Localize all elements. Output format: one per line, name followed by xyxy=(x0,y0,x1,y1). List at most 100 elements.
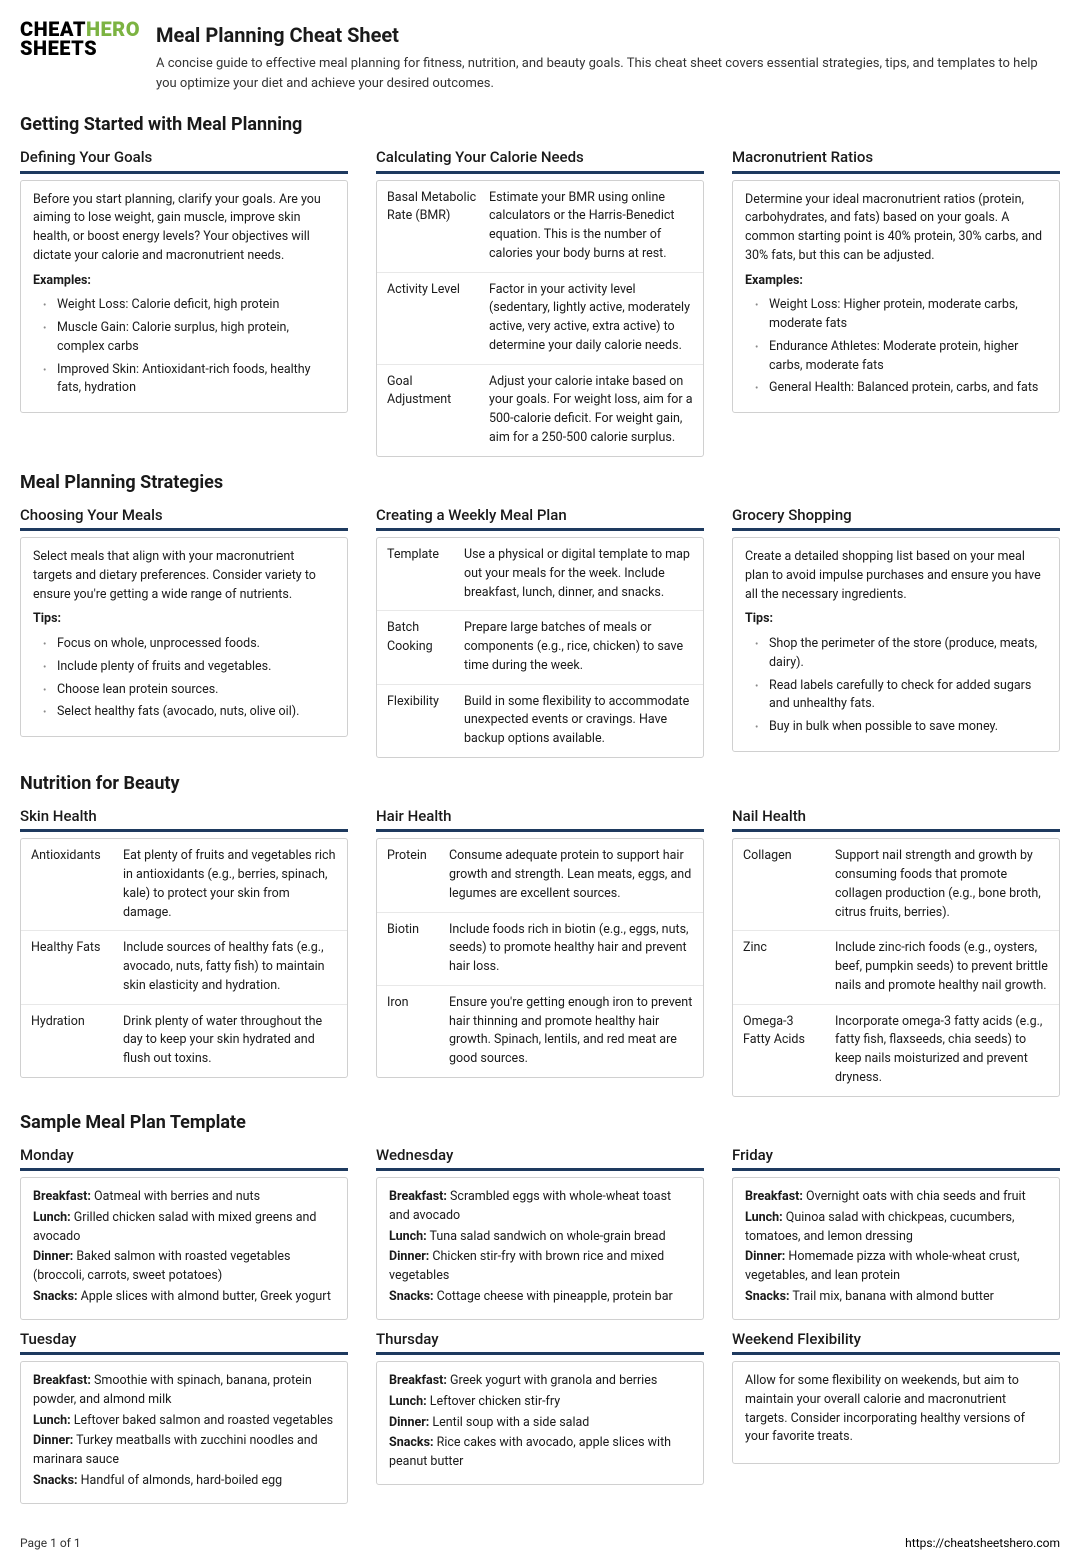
column: Thursday Breakfast: Greek yogurt with gr… xyxy=(376,1328,704,1504)
column: Wednesday Breakfast: Scrambled eggs with… xyxy=(376,1144,704,1320)
list-item: Muscle Gain: Calorie surplus, high prote… xyxy=(47,319,335,357)
card: Allow for some flexibility on weekends, … xyxy=(732,1361,1060,1464)
row-key: Protein xyxy=(387,847,437,903)
row-key: Goal Adjustment xyxy=(387,373,477,448)
section-columns: Monday Breakfast: Oatmeal with berries a… xyxy=(20,1144,1060,1320)
row-val: Adjust your calorie intake based on your… xyxy=(489,373,693,448)
column: Hair Health ProteinConsume adequate prot… xyxy=(376,805,704,1097)
section-columns: Choosing Your Meals Select meals that al… xyxy=(20,504,1060,758)
meal-line: Snacks: Trail mix, banana with almond bu… xyxy=(745,1288,1047,1307)
section-columns: Skin Health AntioxidantsEat plenty of fr… xyxy=(20,805,1060,1097)
table-row: IronEnsure you're getting enough iron to… xyxy=(377,986,703,1077)
column-title: Macronutrient Ratios xyxy=(732,146,1060,174)
column-title: Hair Health xyxy=(376,805,704,833)
column: Nail Health CollagenSupport nail strengt… xyxy=(732,805,1060,1097)
list-item: Weight Loss: Higher protein, moderate ca… xyxy=(759,296,1047,334)
row-val: Include zinc-rich foods (e.g., oysters, … xyxy=(835,939,1049,995)
meal-card: Breakfast: Oatmeal with berries and nuts… xyxy=(20,1177,348,1320)
meal-line: Lunch: Quinoa salad with chickpeas, cucu… xyxy=(745,1209,1047,1247)
list: Weight Loss: Calorie deficit, high prote… xyxy=(33,296,335,398)
row-key: Iron xyxy=(387,994,437,1069)
logo: CHEATHERO SHEETS xyxy=(20,20,140,93)
logo-sheets: SHEETS xyxy=(20,36,97,60)
column-title: Creating a Weekly Meal Plan xyxy=(376,504,704,532)
column: Calculating Your Calorie Needs Basal Met… xyxy=(376,146,704,457)
examples-label: Examples: xyxy=(33,273,91,288)
table-row: ProteinConsume adequate protein to suppo… xyxy=(377,839,703,912)
row-key: Flexibility xyxy=(387,693,452,749)
page-title: Meal Planning Cheat Sheet xyxy=(156,20,1060,50)
row-val: Drink plenty of water throughout the day… xyxy=(123,1013,337,1069)
table: Basal Metabolic Rate (BMR)Estimate your … xyxy=(376,180,704,457)
list-item: Buy in bulk when possible to save money. xyxy=(759,718,1047,737)
section-columns: Tuesday Breakfast: Smoothie with spinach… xyxy=(20,1328,1060,1504)
column-title: Grocery Shopping xyxy=(732,504,1060,532)
footer-link[interactable]: https://cheatsheetshero.com xyxy=(905,1534,1060,1552)
row-key: Omega-3 Fatty Acids xyxy=(743,1013,823,1088)
list-item: Select healthy fats (avocado, nuts, oliv… xyxy=(47,703,335,722)
meal-line: Lunch: Leftover baked salmon and roasted… xyxy=(33,1412,335,1431)
column-title: Defining Your Goals xyxy=(20,146,348,174)
card: Select meals that align with your macron… xyxy=(20,537,348,737)
list: Shop the perimeter of the store (produce… xyxy=(745,635,1047,737)
column: Grocery Shopping Create a detailed shopp… xyxy=(732,504,1060,758)
list: Focus on whole, unprocessed foods. Inclu… xyxy=(33,635,335,722)
page-header: CHEATHERO SHEETS Meal Planning Cheat She… xyxy=(20,20,1060,93)
row-key: Basal Metabolic Rate (BMR) xyxy=(387,189,477,264)
meal-card: Breakfast: Smoothie with spinach, banana… xyxy=(20,1361,348,1504)
column: Creating a Weekly Meal Plan TemplateUse … xyxy=(376,504,704,758)
table-row: AntioxidantsEat plenty of fruits and veg… xyxy=(21,839,347,931)
section-heading: Meal Planning Strategies xyxy=(20,469,1060,496)
row-val: Consume adequate protein to support hair… xyxy=(449,847,693,903)
row-val: Factor in your activity level (sedentary… xyxy=(489,281,693,356)
row-key: Batch Cooking xyxy=(387,619,452,675)
list-item: Choose lean protein sources. xyxy=(47,681,335,700)
row-val: Include foods rich in biotin (e.g., eggs… xyxy=(449,921,693,977)
list: Weight Loss: Higher protein, moderate ca… xyxy=(745,296,1047,398)
table: ProteinConsume adequate protein to suppo… xyxy=(376,838,704,1078)
card-text: Allow for some flexibility on weekends, … xyxy=(745,1372,1047,1447)
column-title: Wednesday xyxy=(376,1144,704,1172)
row-key: Hydration xyxy=(31,1013,111,1069)
column-title: Skin Health xyxy=(20,805,348,833)
meal-line: Dinner: Homemade pizza with whole-wheat … xyxy=(745,1248,1047,1286)
row-key: Antioxidants xyxy=(31,847,111,922)
table-row: Activity LevelFactor in your activity le… xyxy=(377,273,703,365)
section-heading: Getting Started with Meal Planning xyxy=(20,111,1060,138)
meal-line: Dinner: Chicken stir-fry with brown rice… xyxy=(389,1248,691,1286)
list-item: Shop the perimeter of the store (produce… xyxy=(759,635,1047,673)
tips-label: Tips: xyxy=(33,611,61,626)
header-content: Meal Planning Cheat Sheet A concise guid… xyxy=(156,20,1060,93)
column: Choosing Your Meals Select meals that al… xyxy=(20,504,348,758)
table: TemplateUse a physical or digital templa… xyxy=(376,537,704,758)
section-heading: Sample Meal Plan Template xyxy=(20,1109,1060,1136)
column: Macronutrient Ratios Determine your idea… xyxy=(732,146,1060,457)
column: Defining Your Goals Before you start pla… xyxy=(20,146,348,457)
table-row: TemplateUse a physical or digital templa… xyxy=(377,538,703,611)
row-val: Prepare large batches of meals or compon… xyxy=(464,619,693,675)
card-text: Select meals that align with your macron… xyxy=(33,548,335,604)
card: Before you start planning, clarify your … xyxy=(20,180,348,414)
row-key: Zinc xyxy=(743,939,823,995)
row-val: Support nail strength and growth by cons… xyxy=(835,847,1049,922)
list-item: General Health: Balanced protein, carbs,… xyxy=(759,379,1047,398)
row-val: Use a physical or digital template to ma… xyxy=(464,546,693,602)
table: CollagenSupport nail strength and growth… xyxy=(732,838,1060,1096)
column: Weekend Flexibility Allow for some flexi… xyxy=(732,1328,1060,1504)
row-val: Eat plenty of fruits and vegetables rich… xyxy=(123,847,337,922)
table-row: Goal AdjustmentAdjust your calorie intak… xyxy=(377,365,703,456)
meal-line: Snacks: Rice cakes with avocado, apple s… xyxy=(389,1434,691,1472)
meal-line: Breakfast: Greek yogurt with granola and… xyxy=(389,1372,691,1391)
row-val: Incorporate omega-3 fatty acids (e.g., f… xyxy=(835,1013,1049,1088)
meal-line: Dinner: Turkey meatballs with zucchini n… xyxy=(33,1432,335,1470)
row-key: Template xyxy=(387,546,452,602)
meal-line: Dinner: Lentil soup with a side salad xyxy=(389,1414,691,1433)
meal-line: Breakfast: Overnight oats with chia seed… xyxy=(745,1188,1047,1207)
row-val: Build in some flexibility to accommodate… xyxy=(464,693,693,749)
column-title: Nail Health xyxy=(732,805,1060,833)
page-subtitle: A concise guide to effective meal planni… xyxy=(156,54,1060,93)
meal-line: Snacks: Cottage cheese with pineapple, p… xyxy=(389,1288,691,1307)
table: AntioxidantsEat plenty of fruits and veg… xyxy=(20,838,348,1078)
card: Determine your ideal macronutrient ratio… xyxy=(732,180,1060,414)
column-title: Tuesday xyxy=(20,1328,348,1356)
